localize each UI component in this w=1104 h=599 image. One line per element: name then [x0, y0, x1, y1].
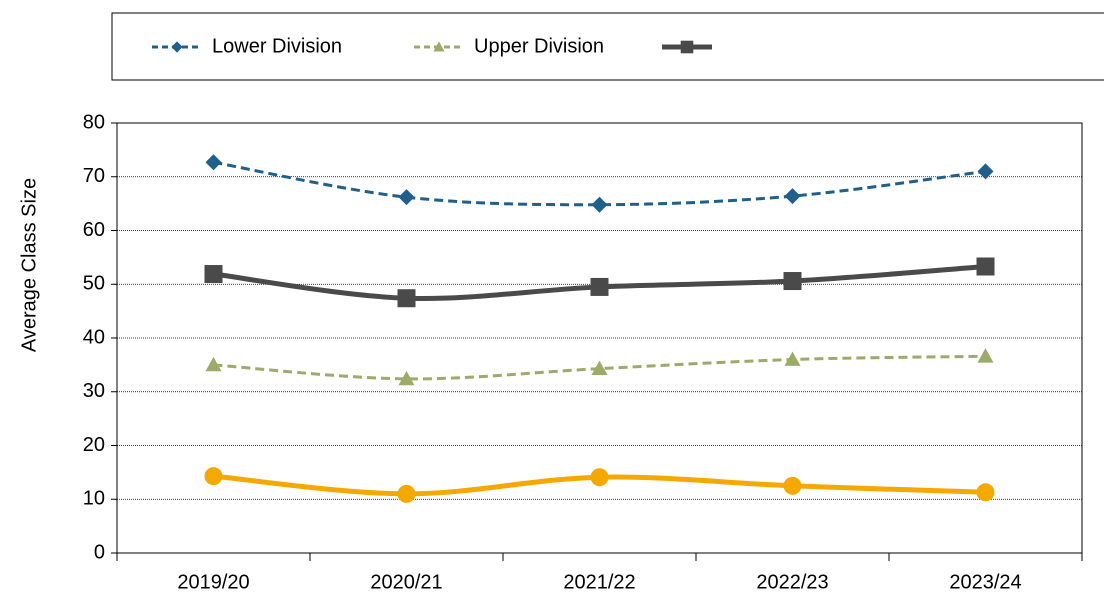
- x-tick-label: 2019/20: [177, 571, 249, 593]
- y-axis-label: Average Class Size: [18, 178, 40, 352]
- y-tick-label: 70: [83, 165, 105, 187]
- marker: [783, 476, 802, 495]
- marker: [977, 348, 994, 363]
- marker: [783, 272, 802, 291]
- marker: [397, 289, 416, 308]
- legend-box: [111, 12, 1104, 81]
- x-tick-label: 2021/22: [563, 571, 635, 593]
- marker: [591, 196, 608, 213]
- y-tick-label: 40: [83, 326, 105, 348]
- y-tick-label: 60: [83, 219, 105, 241]
- y-tick-label: 0: [94, 541, 105, 563]
- marker: [205, 356, 222, 372]
- marker: [591, 360, 608, 376]
- legend-label: Lower Division: [212, 35, 342, 57]
- marker: [976, 483, 995, 502]
- x-tick-label: 2020/21: [370, 571, 442, 593]
- marker: [784, 351, 801, 366]
- x-tick-label: 2023/24: [949, 571, 1021, 593]
- marker: [171, 41, 183, 53]
- marker: [204, 467, 223, 486]
- marker: [398, 370, 415, 386]
- marker: [433, 41, 445, 52]
- marker: [590, 277, 609, 296]
- marker: [205, 154, 222, 171]
- y-tick-label: 30: [83, 380, 105, 402]
- series-line: [213, 160, 986, 207]
- marker: [397, 484, 416, 503]
- marker: [398, 189, 415, 206]
- x-tick-label: 2022/23: [756, 571, 828, 593]
- y-tick-label: 50: [83, 273, 105, 295]
- marker: [784, 188, 801, 205]
- marker: [590, 468, 609, 487]
- y-tick-label: 80: [83, 111, 105, 133]
- marker: [976, 257, 995, 276]
- y-tick-label: 10: [83, 488, 105, 510]
- y-tick-label: 20: [83, 434, 105, 456]
- marker: [204, 265, 223, 284]
- legend-label: Upper Division: [474, 35, 604, 57]
- marker: [680, 40, 694, 54]
- plot-frame: [116, 122, 1083, 554]
- marker: [977, 163, 994, 180]
